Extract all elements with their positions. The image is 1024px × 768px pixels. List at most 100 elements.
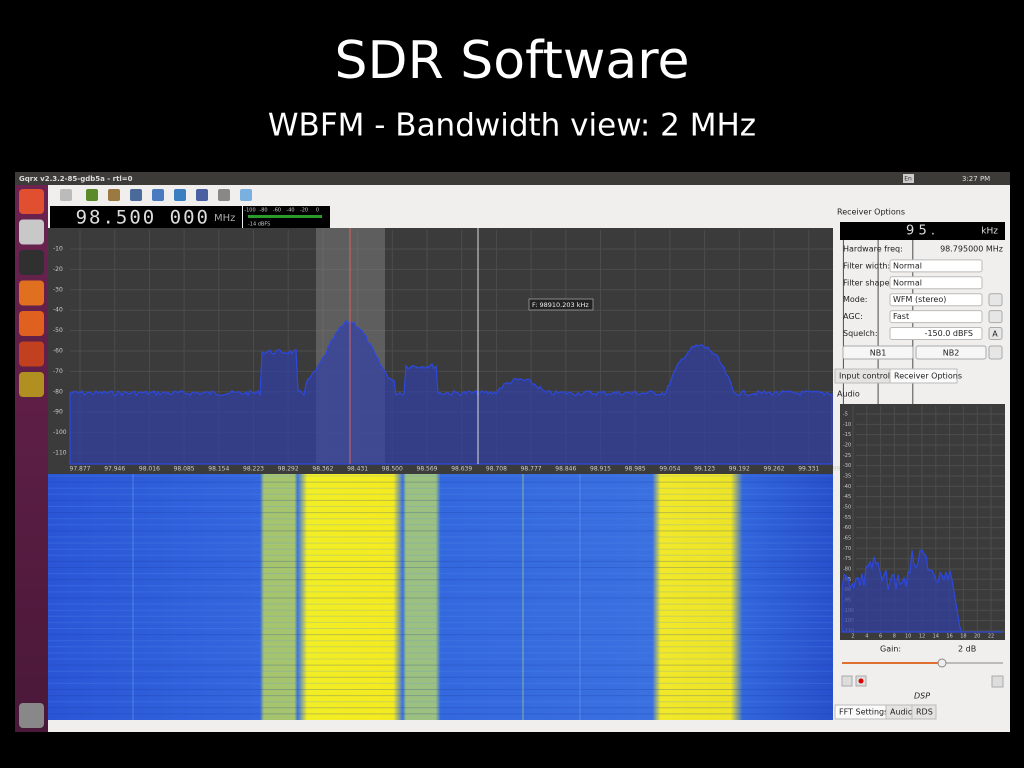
x-tick-label: 98.085 [174, 466, 195, 473]
record-dot [858, 678, 864, 684]
field-value[interactable]: Normal [893, 261, 922, 270]
gain-slider-handle[interactable] [937, 658, 947, 668]
settings-button[interactable] [988, 345, 1003, 360]
launcher-icon[interactable] [19, 280, 44, 306]
slide-title: SDR Software [335, 31, 690, 91]
toolbar-button[interactable] [152, 189, 164, 201]
field-value[interactable]: Normal [893, 278, 922, 287]
nb-button[interactable] [842, 345, 914, 360]
y-tick-label: -15 [843, 432, 851, 438]
x-tick-label: 22 [988, 634, 994, 640]
launcher-icon[interactable] [19, 372, 44, 397]
y-tick-label: -45 [843, 494, 851, 500]
keyboard-label[interactable]: En [904, 176, 912, 183]
squelch-auto-label[interactable]: A [992, 330, 998, 339]
x-tick-label: 98.500 [382, 466, 403, 473]
toolbar-button[interactable] [218, 189, 230, 201]
tab[interactable] [911, 704, 937, 720]
audio-settings-button[interactable] [991, 675, 1004, 688]
tab-label[interactable]: Input controls [839, 372, 894, 381]
offset-value[interactable]: 9 5 . [906, 224, 935, 239]
launcher-icon[interactable] [19, 311, 44, 336]
settings-button[interactable] [988, 327, 1003, 340]
y-tick-label: -10 [843, 422, 851, 428]
audio-title: Audio [837, 390, 860, 399]
top-bar [15, 172, 1010, 185]
toolbar-button[interactable] [108, 189, 120, 201]
y-tick-label: -5 [843, 412, 848, 418]
field-value[interactable]: Fast [893, 312, 909, 321]
field-label: Filter shape: [843, 278, 892, 287]
y-tick-label: -65 [843, 535, 851, 541]
meter-scale-label: -20 [300, 208, 308, 214]
toolbar-button[interactable] [240, 189, 252, 201]
keyboard-indicator[interactable] [903, 174, 914, 183]
y-tick-label: -80 [843, 566, 851, 572]
x-tick-label: 99.331 [798, 466, 819, 473]
launcher-icon[interactable] [19, 341, 44, 367]
nb-button[interactable] [915, 345, 987, 360]
meter-scale-label: -100 [244, 208, 255, 214]
status-strip [48, 720, 833, 732]
x-tick-label: 98.985 [625, 466, 646, 473]
x-tick-label: 99.054 [659, 466, 680, 473]
y-tick-label: -20 [53, 266, 63, 273]
frequency-value[interactable]: 98.500 000 [76, 207, 210, 229]
tab-label[interactable]: Audio [890, 708, 913, 717]
toolbar-button[interactable] [60, 189, 72, 201]
field-value[interactable]: -150.0 dBFS [925, 329, 973, 338]
launcher-icon[interactable] [19, 250, 44, 275]
x-tick-label: 98.708 [486, 466, 507, 473]
slide-subtitle: WBFM - Bandwidth view: 2 MHz [268, 108, 756, 144]
x-tick-label: 98.846 [555, 466, 576, 473]
nb-label[interactable]: NB2 [943, 349, 960, 358]
launcher-icon[interactable] [19, 219, 44, 245]
field-box[interactable] [889, 276, 983, 290]
x-tick-label: 14 [933, 634, 939, 640]
tab-label[interactable]: RDS [916, 708, 933, 717]
x-tick-label: 98.569 [417, 466, 438, 473]
y-tick-label: -100 [53, 429, 67, 436]
y-tick-label: -25 [843, 453, 851, 459]
field-value[interactable]: WFM (stereo) [893, 295, 946, 304]
audio-trace [841, 549, 1004, 633]
field-box[interactable] [889, 310, 983, 324]
y-tick-label: -30 [53, 286, 63, 293]
field-label: Squelch: [843, 329, 878, 338]
settings-button[interactable] [988, 310, 1003, 324]
offset-display[interactable] [840, 222, 1005, 240]
meter-reading: -14 dBFS [248, 222, 270, 228]
field-box[interactable] [889, 259, 983, 273]
toolbar-button[interactable] [130, 189, 142, 201]
meter-scale-label: -60 [273, 208, 281, 214]
toolbar-button[interactable] [196, 189, 208, 201]
launcher [15, 185, 48, 732]
frequency-display[interactable] [50, 206, 242, 228]
x-tick-label: 98.777 [521, 466, 542, 473]
x-tick-label: 99.262 [764, 466, 785, 473]
tooltip: F: 98910.203 kHz [532, 301, 589, 309]
tab-label[interactable]: Receiver Options [894, 372, 962, 381]
field-box[interactable] [889, 327, 983, 340]
x-tick-label: 2 [851, 634, 854, 640]
trash-icon[interactable] [19, 703, 44, 728]
toolbar [48, 185, 833, 205]
waterfall [48, 474, 833, 720]
tab-label[interactable]: FFT Settings [839, 708, 888, 717]
y-tick-label: -80 [53, 388, 63, 395]
y-tick-label: -60 [53, 348, 63, 355]
field-label: Filter width: [843, 261, 890, 270]
nb-label[interactable]: NB1 [870, 349, 887, 358]
toolbar-button[interactable] [174, 189, 186, 201]
x-tick-label: 98.362 [312, 466, 333, 473]
field-box[interactable] [889, 293, 983, 307]
x-tick-label: 98.154 [208, 466, 229, 473]
tab[interactable] [889, 368, 958, 384]
x-tick-label: 4 [865, 634, 868, 640]
x-tick-label: 16 [946, 634, 952, 640]
settings-button[interactable] [988, 293, 1003, 307]
launcher-icon[interactable] [19, 189, 44, 214]
audio-button[interactable] [841, 675, 853, 687]
toolbar-button[interactable] [86, 189, 98, 201]
